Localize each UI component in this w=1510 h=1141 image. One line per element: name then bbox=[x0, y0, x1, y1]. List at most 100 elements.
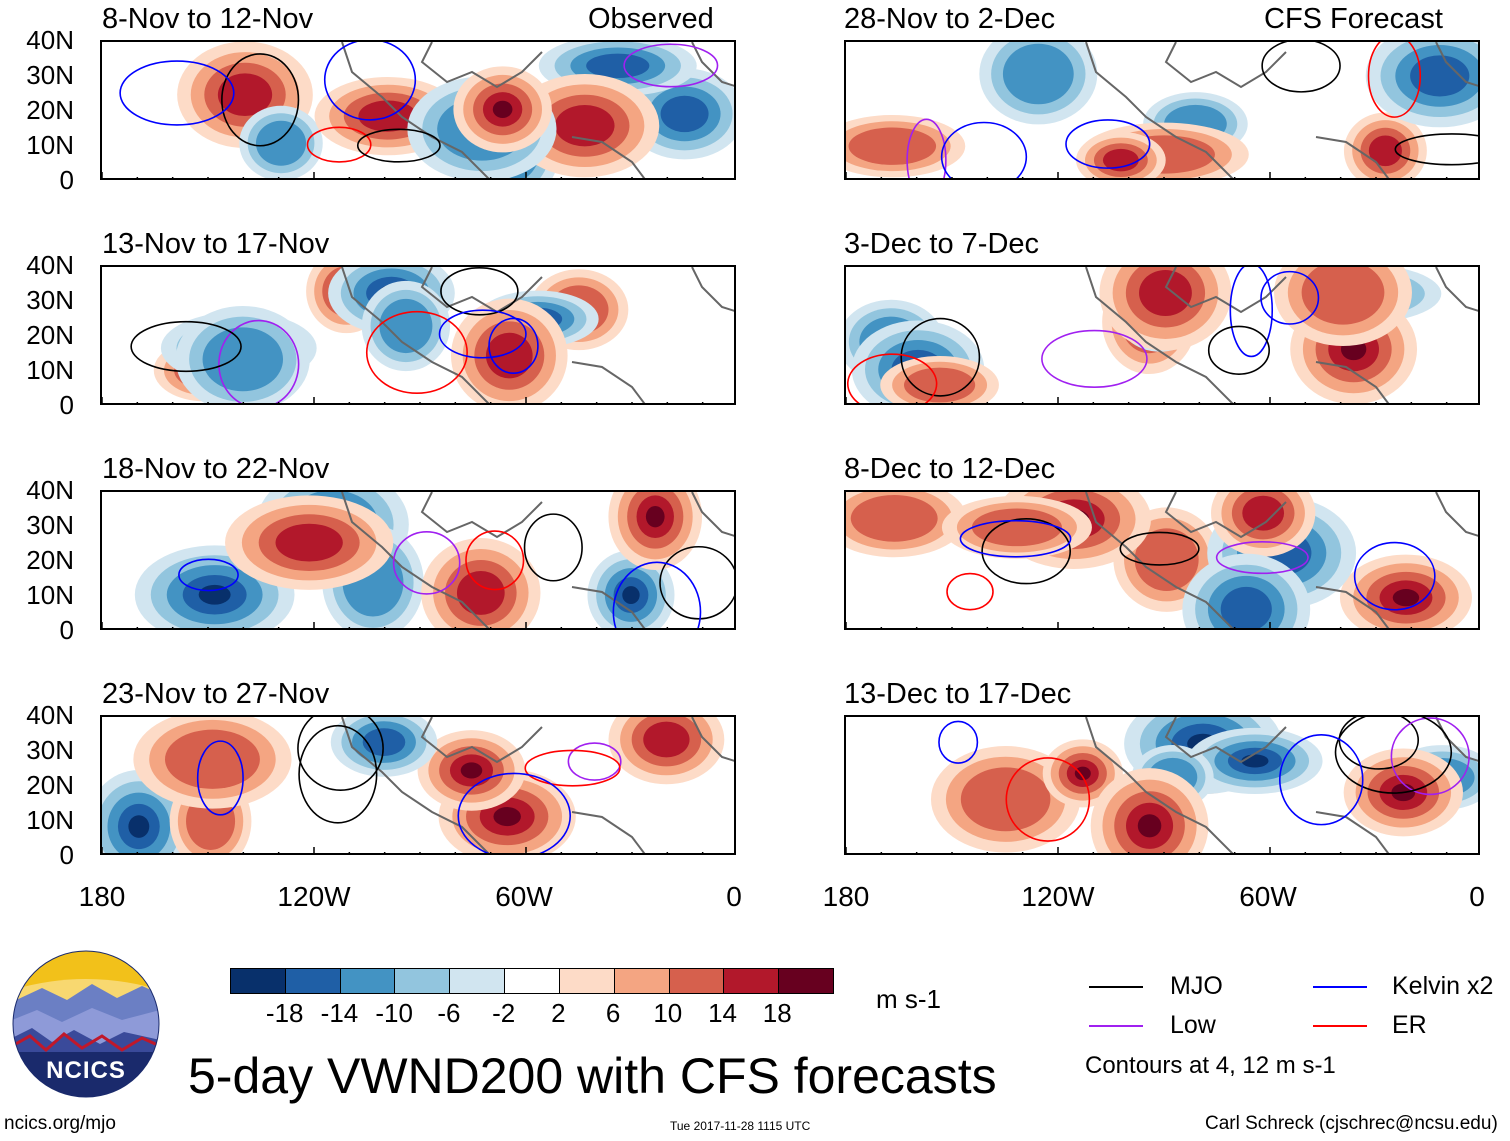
colorbar-cell bbox=[669, 969, 725, 993]
negative-anomaly bbox=[1241, 754, 1269, 768]
colorbar-cell bbox=[614, 969, 670, 993]
legend-label-er: ER bbox=[1392, 1011, 1427, 1039]
positive-anomaly bbox=[275, 523, 343, 562]
panel-title-6: 8-Dec to 12-Dec bbox=[844, 453, 1056, 485]
contour-line bbox=[438, 309, 527, 359]
contour-line bbox=[1338, 717, 1420, 770]
contour-line bbox=[306, 126, 372, 163]
lat-label: 30N bbox=[26, 510, 74, 540]
lon-label-0-right: 0 bbox=[1469, 881, 1485, 912]
contour-line bbox=[567, 742, 622, 781]
contour-line bbox=[946, 572, 994, 611]
colorbar-cell bbox=[450, 969, 506, 993]
panel-title-0: 8-Nov to 12-Nov bbox=[102, 3, 314, 35]
units-label: m s-1 bbox=[876, 984, 941, 1014]
contour-line bbox=[178, 558, 239, 592]
map-panel-forecast-1 bbox=[844, 40, 1480, 180]
positive-anomaly bbox=[971, 508, 1062, 547]
colorbar-label: 18 bbox=[762, 998, 792, 1028]
lat-label: 30N bbox=[26, 285, 74, 315]
negative-anomaly bbox=[128, 815, 150, 838]
panel-title-7: 13-Dec to 17-Dec bbox=[844, 678, 1072, 710]
negative-anomaly bbox=[1002, 43, 1074, 105]
map-panel-forecast-4 bbox=[844, 715, 1480, 855]
contour-line bbox=[981, 518, 1072, 585]
contour-line bbox=[130, 320, 242, 373]
positive-anomaly bbox=[1137, 814, 1162, 838]
lon-label-180-right: 180 bbox=[822, 881, 870, 912]
negative-anomaly bbox=[622, 586, 640, 604]
coastline bbox=[1085, 717, 1478, 853]
legend-label-mjo: MJO bbox=[1170, 972, 1223, 1000]
lon-label-60w-left: 60W bbox=[495, 881, 553, 912]
panel-title-4: 28-Nov to 2-Dec bbox=[844, 3, 1056, 35]
positive-anomaly bbox=[460, 762, 483, 779]
map-panel-observed-3 bbox=[100, 490, 736, 630]
contour-line bbox=[659, 545, 734, 620]
colorbar-cell bbox=[340, 969, 396, 993]
coastline bbox=[1085, 42, 1478, 178]
colorbar-cell bbox=[285, 969, 341, 993]
lat-label: 10N bbox=[26, 355, 74, 385]
negative-anomaly bbox=[586, 53, 650, 79]
colorbar-label: -6 bbox=[437, 998, 461, 1028]
ncics-logo: NCICS bbox=[12, 950, 160, 1098]
panel-title-3: 23-Nov to 27-Nov bbox=[102, 678, 330, 710]
contour-line bbox=[196, 740, 244, 816]
negative-anomaly bbox=[1410, 55, 1470, 97]
contour-line bbox=[119, 60, 235, 126]
colorbar-cell bbox=[779, 969, 833, 993]
colorbar-cell bbox=[505, 969, 560, 993]
positive-anomaly bbox=[1392, 589, 1420, 607]
lat-label: 20N bbox=[26, 320, 74, 350]
contour-line bbox=[298, 724, 378, 824]
colorbar-cell bbox=[395, 969, 451, 993]
lon-label-120w-right: 120W bbox=[1021, 881, 1095, 912]
negative-anomaly bbox=[1220, 586, 1272, 628]
lat-label: 20N bbox=[26, 545, 74, 575]
legend-line-low bbox=[1089, 1025, 1143, 1027]
timestamp: Tue 2017-11-28 1115 UTC bbox=[670, 1119, 811, 1133]
coastline bbox=[1085, 267, 1478, 403]
coastline bbox=[1085, 492, 1478, 628]
contour-line bbox=[938, 720, 979, 764]
coastline bbox=[341, 42, 734, 178]
map-panel-observed-4 bbox=[100, 715, 736, 855]
negative-anomaly bbox=[660, 95, 709, 133]
legend-line-er bbox=[1313, 1025, 1367, 1027]
figure-title: 5-day VWND200 with CFS forecasts bbox=[188, 1048, 997, 1104]
colorbar-label: -2 bbox=[492, 998, 516, 1028]
site-url[interactable]: ncics.org/mjo bbox=[4, 1113, 116, 1134]
map-panel-observed-1 bbox=[100, 40, 736, 180]
contour-line bbox=[524, 749, 621, 787]
contour-line bbox=[365, 310, 468, 395]
contour-line bbox=[1278, 734, 1364, 826]
positive-anomaly bbox=[493, 807, 521, 827]
positive-anomaly bbox=[1134, 528, 1199, 591]
contour-line bbox=[1367, 42, 1422, 118]
lon-label-0-left: 0 bbox=[726, 881, 742, 912]
lat-label: 30N bbox=[26, 735, 74, 765]
positive-anomaly bbox=[1139, 269, 1192, 316]
map-panel-forecast-3 bbox=[844, 490, 1480, 630]
contour-line bbox=[1390, 717, 1470, 796]
colorbar-label: -10 bbox=[375, 998, 413, 1028]
lat-label: 0 bbox=[59, 840, 74, 870]
contour-line bbox=[1119, 531, 1200, 566]
contour-line bbox=[1394, 133, 1478, 166]
contour-line bbox=[356, 128, 441, 163]
legend-label-low: Low bbox=[1170, 1011, 1216, 1039]
lat-label: 0 bbox=[59, 165, 74, 195]
contour-line bbox=[1041, 329, 1148, 389]
colorbar-label: 14 bbox=[708, 998, 737, 1028]
positive-anomaly bbox=[456, 570, 505, 615]
lat-label: 40N bbox=[26, 700, 74, 730]
contour-line bbox=[1260, 270, 1320, 325]
lat-label: 20N bbox=[26, 770, 74, 800]
lat-label: 0 bbox=[59, 390, 74, 420]
positive-anomaly bbox=[1368, 135, 1402, 167]
lon-label-180-left: 180 bbox=[78, 881, 126, 912]
positive-anomaly bbox=[848, 127, 937, 165]
colorbar-label: 10 bbox=[653, 998, 683, 1028]
colorbar bbox=[230, 968, 834, 994]
